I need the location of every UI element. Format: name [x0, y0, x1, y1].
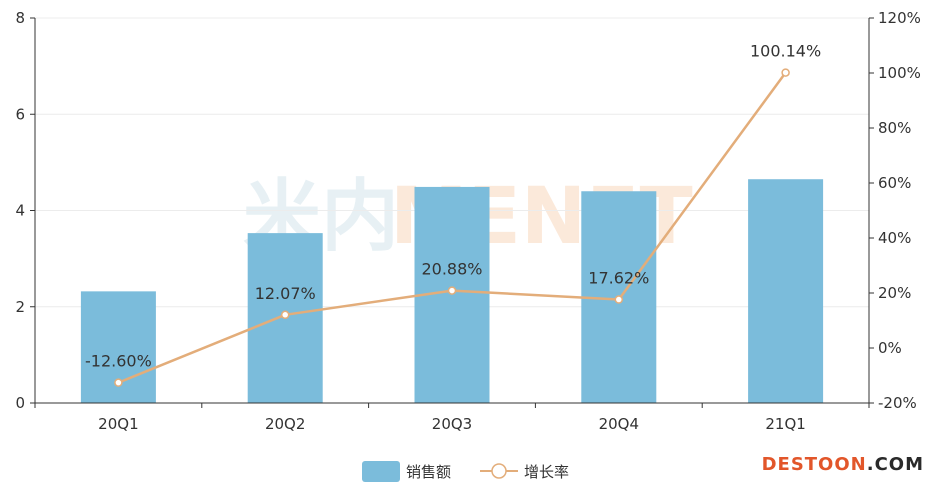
y-left-tick-label: 4: [15, 202, 25, 220]
y-right-tick-label: 80%: [878, 119, 911, 137]
x-tick-label: 21Q1: [765, 415, 805, 433]
y-right-tick-label: 0%: [878, 339, 902, 357]
brand-part2: .COM: [866, 454, 924, 475]
y-right-tick-label: 100%: [878, 64, 921, 82]
y-right-tick-label: 40%: [878, 229, 911, 247]
legend-bar-label[interactable]: 销售额: [406, 463, 451, 481]
line-data-label: -12.60%: [85, 352, 152, 371]
axes: 0 2 4 6 8 -20% 0% 20% 40% 60% 80% 100% 120% 20Q1 20Q2 2…: [15, 9, 920, 433]
line-point[interactable]: [114, 378, 123, 387]
line-data-label: 12.07%: [255, 284, 316, 303]
y-left-tick-label: 2: [15, 298, 25, 316]
line-point[interactable]: [781, 68, 790, 77]
data-labels: -12.60% 12.07% 20.88% 17.62% 100.14%: [85, 42, 821, 371]
legend-line-marker[interactable]: [491, 463, 507, 479]
bar[interactable]: [748, 179, 824, 403]
line-data-label: 100.14%: [750, 42, 821, 61]
line-point[interactable]: [614, 295, 624, 304]
brand-logo: DESTOON.COM: [762, 454, 924, 475]
line-point[interactable]: [280, 310, 290, 320]
y-right-tick-label: 60%: [878, 174, 911, 192]
y-left-tick-label: 0: [15, 394, 25, 412]
y-left-tick-label: 6: [15, 105, 25, 123]
y-right-tick-label: 20%: [878, 284, 911, 302]
brand-part1: DESTOON: [761, 454, 867, 475]
y-left-tick-label: 8: [15, 9, 25, 27]
y-right-tick-label: -20%: [878, 394, 917, 412]
x-tick-label: 20Q1: [98, 415, 138, 433]
x-tick-label: 20Q2: [265, 415, 305, 433]
y-right-tick-label: 120%: [878, 9, 921, 27]
legend-bar-swatch[interactable]: [362, 461, 400, 482]
x-tick-label: 20Q3: [432, 415, 472, 433]
x-tick-label: 20Q4: [599, 415, 639, 433]
line-series: [114, 68, 790, 387]
line-data-label: 17.62%: [588, 269, 649, 288]
legend[interactable]: 销售额 增长率: [362, 461, 569, 482]
legend-line-label[interactable]: 增长率: [524, 463, 569, 481]
line-point[interactable]: [447, 286, 457, 295]
line-data-label: 20.88%: [421, 260, 482, 279]
